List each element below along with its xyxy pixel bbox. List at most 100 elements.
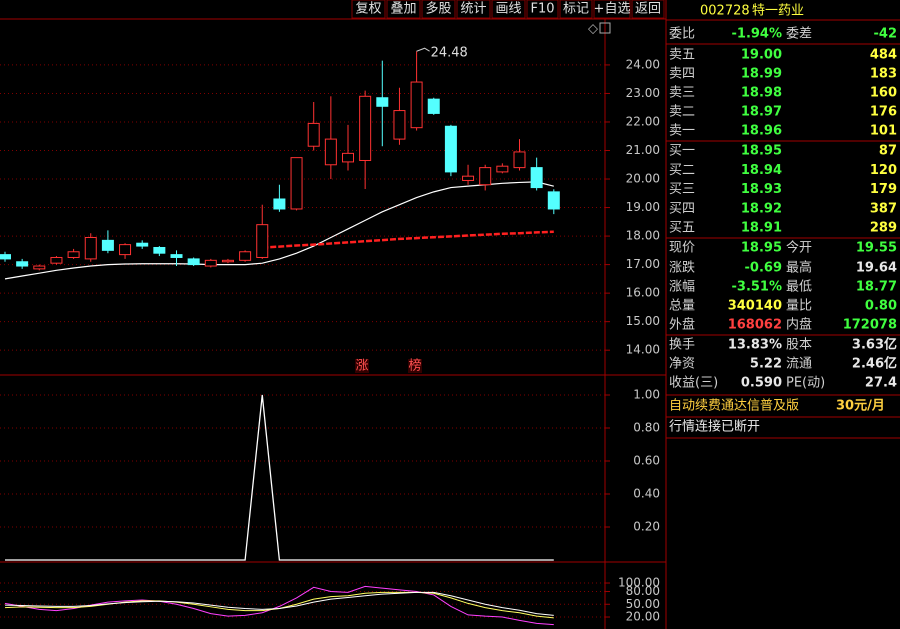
y-tick-label: 0.40 xyxy=(633,487,660,501)
field-label: 量比 xyxy=(786,299,812,314)
field-label: 流通 xyxy=(786,357,812,372)
toolbar-button[interactable] xyxy=(456,0,491,19)
field-value: 183 xyxy=(870,67,897,82)
candle-body xyxy=(444,125,457,173)
field-value: -1.94% xyxy=(732,27,783,42)
field-value: 101 xyxy=(870,124,897,139)
indicator-line xyxy=(5,394,554,561)
field-value: 176 xyxy=(870,105,897,120)
candle-body xyxy=(410,81,423,129)
marker-box xyxy=(408,359,422,373)
field-value: 179 xyxy=(870,182,897,197)
candle-body xyxy=(290,157,303,210)
toolbar-button[interactable] xyxy=(526,0,559,19)
toolbar-label[interactable]: 返回 xyxy=(635,2,661,17)
marker-box xyxy=(355,359,369,373)
toolbar-label[interactable]: 标记 xyxy=(563,2,589,17)
toolbar-button[interactable] xyxy=(386,0,421,19)
toolbar-button[interactable] xyxy=(421,0,456,19)
candle-body xyxy=(187,258,200,266)
field-label: 委差 xyxy=(786,27,812,42)
icon[interactable]: ◇ xyxy=(588,22,598,37)
field-value: 18.93 xyxy=(741,182,782,197)
field-label: 最高 xyxy=(786,260,812,276)
notice[interactable]: 自动续费通达信普及版 xyxy=(669,399,799,414)
icon[interactable] xyxy=(599,22,611,34)
candle-body xyxy=(101,239,114,251)
toolbar-button[interactable] xyxy=(559,0,593,19)
connection-status: 行情连接已断开 xyxy=(669,419,760,435)
candle-body xyxy=(496,165,509,173)
field-value: 18.95 xyxy=(741,241,782,256)
toolbar-button[interactable] xyxy=(593,0,631,19)
toolbar-label[interactable]: 统计 xyxy=(460,2,486,17)
field-value: 18.97 xyxy=(741,105,782,120)
candle-body xyxy=(342,152,354,163)
candle-body xyxy=(33,265,46,270)
y-tick-label: 19.00 xyxy=(626,200,660,214)
field-label: 今开 xyxy=(786,240,812,256)
field-label: 买五 xyxy=(669,221,695,236)
field-value: 3.63亿 xyxy=(852,337,897,353)
stock-name: 特一药业 xyxy=(752,4,804,19)
candle-body xyxy=(16,261,29,267)
field-value: 27.4 xyxy=(865,376,897,391)
field-label: 股本 xyxy=(786,338,812,353)
field-value: -0.69 xyxy=(745,261,782,276)
field-value: 18.94 xyxy=(741,163,782,178)
field-value: 0.80 xyxy=(865,299,897,314)
toolbar-button[interactable] xyxy=(351,0,386,19)
field-label: 卖二 xyxy=(669,105,695,120)
field-value: 18.99 xyxy=(741,67,782,82)
field-value: 120 xyxy=(870,163,897,178)
field-label: 最低 xyxy=(786,280,812,295)
toolbar-label[interactable]: +自选 xyxy=(594,2,631,17)
y-tick-label: 14.00 xyxy=(626,343,660,357)
toolbar-label[interactable]: 画线 xyxy=(495,2,521,17)
field-value: 168062 xyxy=(728,318,782,333)
field-label: 卖五 xyxy=(669,48,695,63)
toolbar-label[interactable]: 复权 xyxy=(355,1,381,17)
notice-price[interactable]: 30元/月 xyxy=(836,399,885,414)
field-value: 18.95 xyxy=(741,144,782,159)
field-value: 18.91 xyxy=(741,221,782,236)
candle-body xyxy=(153,246,166,254)
field-value: 484 xyxy=(870,48,897,63)
field-value: -3.51% xyxy=(732,280,783,295)
marker: 涨 xyxy=(355,359,368,374)
y-tick-label: 50.00 xyxy=(626,597,660,611)
y-tick-label: 21.00 xyxy=(626,143,660,157)
candle-body xyxy=(0,254,11,260)
toolbar-label[interactable]: 叠加 xyxy=(390,2,416,17)
toolbar-button[interactable] xyxy=(491,0,526,19)
candle-body xyxy=(462,175,475,181)
y-tick-label: 0.60 xyxy=(633,454,660,468)
candle-body xyxy=(67,251,80,258)
candle-body xyxy=(307,122,320,147)
toolbar-label[interactable]: F10 xyxy=(530,2,554,17)
field-label: 换手 xyxy=(669,338,695,353)
field-value: 19.64 xyxy=(856,261,897,276)
candle-body xyxy=(547,191,560,210)
field-value: 19.55 xyxy=(856,241,897,256)
field-label: 卖三 xyxy=(669,86,695,101)
field-value: 160 xyxy=(870,86,897,101)
toolbar-button[interactable] xyxy=(631,0,665,19)
field-label: 净资 xyxy=(669,357,695,372)
field-label: PE(动) xyxy=(786,376,825,391)
candle-body xyxy=(119,244,132,256)
y-tick-label: 0.80 xyxy=(633,421,660,435)
y-tick-label: 100.00 xyxy=(618,576,660,590)
field-label: 买三 xyxy=(669,182,695,197)
field-value: -42 xyxy=(874,27,898,42)
candle-body xyxy=(50,256,63,264)
field-label: 涨幅 xyxy=(669,280,695,295)
candle-body xyxy=(256,224,269,258)
oscillator-line xyxy=(4,591,554,616)
candle-body xyxy=(324,138,337,166)
field-value: 340140 xyxy=(728,299,782,314)
oscillator-line xyxy=(4,585,554,626)
field-value: 172078 xyxy=(843,318,897,333)
field-label: 内盘 xyxy=(786,317,812,333)
toolbar-label[interactable]: 多股 xyxy=(425,1,451,17)
